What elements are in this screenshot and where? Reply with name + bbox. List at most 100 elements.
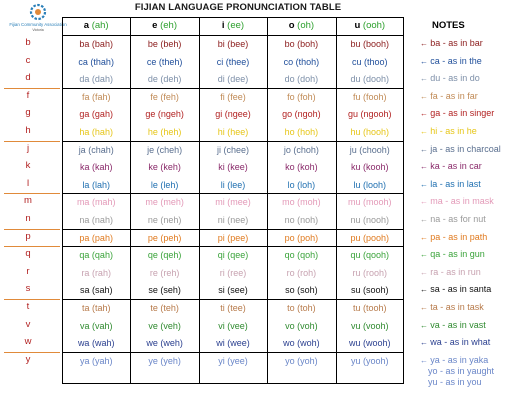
syllable-cell: ha (hah) xyxy=(79,127,113,137)
note-text: ba - as in bar xyxy=(430,38,483,48)
syllable-cell: mo (moh) xyxy=(282,197,321,208)
vowel-header: i (ee) xyxy=(199,17,267,35)
syllable-cell: li (lee) xyxy=(220,179,246,190)
syllable-cell: sa (sah) xyxy=(79,285,113,296)
syllable-cell: ne (neh) xyxy=(147,215,182,225)
notes-header: NOTES xyxy=(432,20,465,31)
syllable-cell: ru (rooh) xyxy=(352,267,388,278)
syllable-cell: to (toh) xyxy=(287,303,316,313)
note-entry: ← qa - as in gun xyxy=(420,249,485,260)
note-arrow-icon: ← xyxy=(420,303,431,312)
syllable-cell: po (poh) xyxy=(284,232,319,243)
consonant-letter: m xyxy=(24,195,32,207)
note-text: ya - as in yaka xyxy=(430,354,489,365)
syllable-cell: ya (yah) xyxy=(79,355,113,366)
syllable-cell: mi (mee) xyxy=(215,197,251,208)
syllable-cell: hu (hooh) xyxy=(350,127,390,137)
syllable-cell: bi (bee) xyxy=(217,39,249,49)
syllable-cell: mu (mooh) xyxy=(348,197,392,208)
syllable-cell: ye (yeh) xyxy=(148,355,181,366)
note-arrow-icon: ← xyxy=(420,144,431,154)
syllable-cell: qu (qooh) xyxy=(350,250,390,261)
syllable-cell: ri (ree) xyxy=(219,267,247,278)
note-arrow-icon: ← xyxy=(420,197,431,207)
note-entry: ← fa - as in far xyxy=(420,91,478,102)
syllable-cell: re (reh) xyxy=(149,267,180,278)
syllable-cell: su (sooh) xyxy=(351,285,389,296)
fijian-community-logo: Fijian Community Association Victoria xyxy=(2,2,74,42)
note-text: na - as for nut xyxy=(430,214,486,224)
syllable-cell: yu (yooh) xyxy=(351,355,389,366)
note-arrow-icon: ← xyxy=(420,91,431,101)
note-entry: ← hi - as in he xyxy=(420,126,477,137)
note-entry: ← du - as in do xyxy=(420,73,480,84)
note-entry: ← na - as for nut xyxy=(420,214,486,225)
consonant-letter: h xyxy=(25,125,31,136)
note-text: fa - as in far xyxy=(430,90,478,101)
consonant-letter: y xyxy=(25,353,31,365)
syllable-cell: me (meh) xyxy=(145,197,184,208)
note-entry: ← ja - as in charcoal xyxy=(420,144,501,155)
syllable-cell: ro (roh) xyxy=(286,267,317,278)
consonant-letter: q xyxy=(25,248,31,260)
note-entry: ← ka - as in car xyxy=(420,161,482,172)
syllable-cell: bo (boh) xyxy=(284,39,319,49)
syllable-cell: ka (kah) xyxy=(79,162,113,173)
note-arrow-icon: ← xyxy=(420,215,431,224)
note-arrow-icon: ← xyxy=(420,162,431,172)
syllable-cell: ni (nee) xyxy=(217,215,249,225)
pronunciation-table xyxy=(62,17,404,384)
vowel-header: u (ooh) xyxy=(336,17,404,35)
syllable-cell: cu (thoo) xyxy=(352,56,388,67)
vowel-header: o (oh) xyxy=(267,17,335,35)
note-arrow-icon: ← xyxy=(420,109,431,119)
syllable-cell: ca (thah) xyxy=(78,56,114,67)
vowel-letter: u xyxy=(354,20,361,31)
syllable-cell: vu (vooh) xyxy=(351,320,389,331)
vowel-pronunciation: (oh) xyxy=(297,20,315,31)
vowel-header: a (ah) xyxy=(62,17,130,35)
syllable-cell: lo (loh) xyxy=(287,179,316,190)
consonant-letter: f xyxy=(26,89,30,101)
note-arrow-icon: ← xyxy=(420,179,431,189)
note-arrow-icon: ← xyxy=(420,320,431,330)
vowel-pronunciation: (ah) xyxy=(91,20,109,31)
note-text: la - as in last xyxy=(430,178,481,189)
group-divider xyxy=(62,193,404,195)
syllable-cell: ju (chooh) xyxy=(349,144,390,155)
syllable-cell: we (weh) xyxy=(146,338,183,349)
note-entry: ← ga - as in singer xyxy=(420,108,494,119)
note-text: hi - as in he xyxy=(430,126,477,136)
note-arrow-icon: ← xyxy=(420,74,431,84)
consonant-letter: d xyxy=(25,72,31,84)
vowel-letter: o xyxy=(288,20,295,31)
syllable-cell: pi (pee) xyxy=(217,232,249,243)
vowel-pronunciation: (eh) xyxy=(160,20,177,31)
syllable-cell: ke (keh) xyxy=(148,162,181,173)
vowel-letter: a xyxy=(83,20,90,31)
syllable-cell: ci (thee) xyxy=(216,56,250,67)
group-divider xyxy=(62,228,404,230)
syllable-cell: da (dah) xyxy=(79,74,113,85)
consonant-letter: r xyxy=(26,265,30,277)
syllable-cell: qo (qoh) xyxy=(284,250,319,261)
consonant-letter: c xyxy=(25,54,31,66)
syllable-cell: wi (wee) xyxy=(216,338,250,349)
note-arrow-icon: ← xyxy=(420,39,431,48)
syllable-cell: va (vah) xyxy=(79,320,113,331)
syllable-cell: ce (theh) xyxy=(146,56,183,67)
syllable-cell: yi (yee) xyxy=(218,355,248,366)
note-entry: ← la - as in last xyxy=(420,179,481,190)
note-arrow-icon: ← xyxy=(420,232,431,242)
syllable-cell: qi (qee) xyxy=(217,250,249,261)
syllable-cell: nu (nooh) xyxy=(350,215,390,225)
syllable-cell: ga (gah) xyxy=(79,109,113,120)
page-title: FIJIAN LANGUAGE PRONUNCIATION TABLE xyxy=(134,2,342,13)
note-text: du - as in do xyxy=(430,73,480,84)
consonant-letter: p xyxy=(25,230,31,242)
syllable-cell: ho (hoh) xyxy=(284,127,319,137)
group-bracket xyxy=(4,299,60,300)
column-divider xyxy=(267,17,269,384)
syllable-cell: ki (kee) xyxy=(218,162,248,173)
